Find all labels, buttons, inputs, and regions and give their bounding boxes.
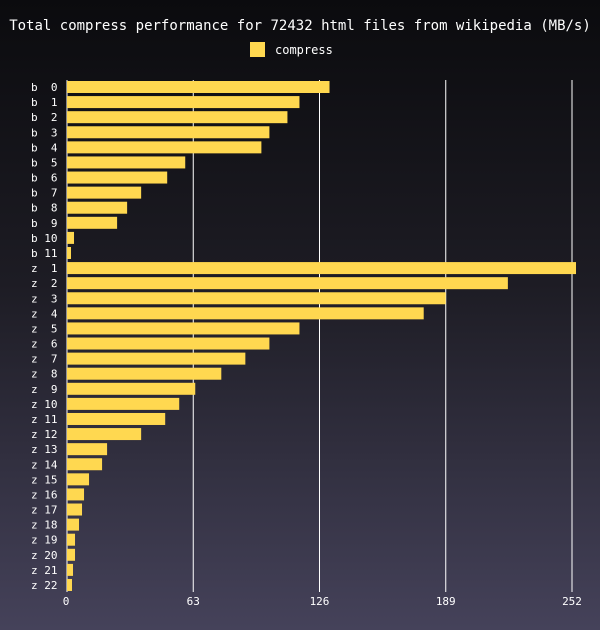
category-label: b 11 — [31, 247, 58, 260]
bar — [67, 548, 76, 561]
category-label: z 2 — [31, 277, 58, 290]
bars — [67, 81, 577, 591]
bar — [67, 201, 128, 214]
category-label: z 1 — [31, 262, 58, 275]
category-label: z 18 — [31, 519, 58, 532]
bar — [67, 458, 103, 471]
bar — [67, 231, 75, 244]
bar — [67, 488, 85, 501]
category-label: z 10 — [31, 398, 58, 411]
bar — [67, 81, 330, 93]
category-label: z 6 — [31, 338, 58, 351]
bar — [67, 216, 118, 229]
category-label: b 0 — [31, 81, 58, 94]
category-label: z 19 — [31, 534, 58, 547]
category-label: b 3 — [31, 126, 58, 139]
category-label: z 13 — [31, 443, 58, 456]
category-label: z 22 — [31, 579, 58, 592]
bar — [67, 337, 270, 350]
category-label: b 6 — [31, 172, 58, 185]
x-tick-label: 189 — [436, 595, 456, 608]
category-label: b 2 — [31, 111, 58, 124]
category-label: z 5 — [31, 322, 58, 335]
bar — [67, 126, 270, 139]
chart-title: Total compress performance for 72432 htm… — [9, 18, 591, 34]
bar — [67, 171, 168, 184]
bar — [67, 503, 83, 516]
category-label: z 15 — [31, 473, 58, 486]
category-label: z 3 — [31, 292, 58, 305]
legend: compress — [250, 42, 333, 57]
category-label: z 17 — [31, 504, 58, 517]
category-label: b 8 — [31, 202, 58, 215]
bar — [67, 292, 446, 305]
category-label: b 7 — [31, 187, 58, 200]
bar — [67, 277, 508, 290]
category-label: z 14 — [31, 458, 58, 471]
category-label: z 21 — [31, 564, 58, 577]
legend-swatch-compress — [250, 42, 265, 57]
bar — [67, 96, 300, 109]
bar — [67, 518, 80, 531]
bar — [67, 428, 142, 441]
bar — [67, 473, 90, 486]
x-axis-tick-labels: 0 63 126 189 252 — [63, 595, 582, 608]
x-tick-label: 0 — [63, 595, 70, 608]
category-label: z 20 — [31, 549, 58, 562]
x-tick-label: 126 — [310, 595, 330, 608]
bar — [67, 262, 577, 275]
bar — [67, 322, 300, 335]
legend-label-compress: compress — [275, 43, 333, 57]
category-label: b 1 — [31, 96, 58, 109]
x-tick-label: 63 — [187, 595, 200, 608]
bar — [67, 246, 72, 259]
bar — [67, 578, 73, 591]
bar — [67, 111, 288, 124]
bar — [67, 156, 186, 169]
bar — [67, 397, 180, 410]
bar — [67, 382, 196, 395]
category-label: b 5 — [31, 156, 58, 169]
bar — [67, 307, 424, 320]
category-label: z 12 — [31, 428, 58, 441]
x-tick-label: 252 — [562, 595, 582, 608]
bar — [67, 367, 222, 380]
category-label: z 11 — [31, 413, 58, 426]
category-label: z 9 — [31, 383, 58, 396]
bar — [67, 443, 108, 456]
category-label: b 4 — [31, 141, 58, 154]
bar — [67, 141, 262, 154]
category-label: z 8 — [31, 368, 58, 381]
category-label: z 4 — [31, 307, 58, 320]
category-label: b 10 — [31, 232, 58, 245]
category-labels: b 0 b 1 b 2 b 3 b 4 b 5 b 6 b 7 b 8 b 9 b 10 b 11 z … — [31, 81, 58, 592]
category-label: z 16 — [31, 488, 58, 501]
bar — [67, 563, 74, 576]
category-label: b 9 — [31, 217, 58, 230]
bar — [67, 412, 166, 425]
category-label: z 7 — [31, 353, 58, 366]
bar — [67, 186, 142, 199]
bar — [67, 533, 76, 546]
bar — [67, 352, 246, 365]
